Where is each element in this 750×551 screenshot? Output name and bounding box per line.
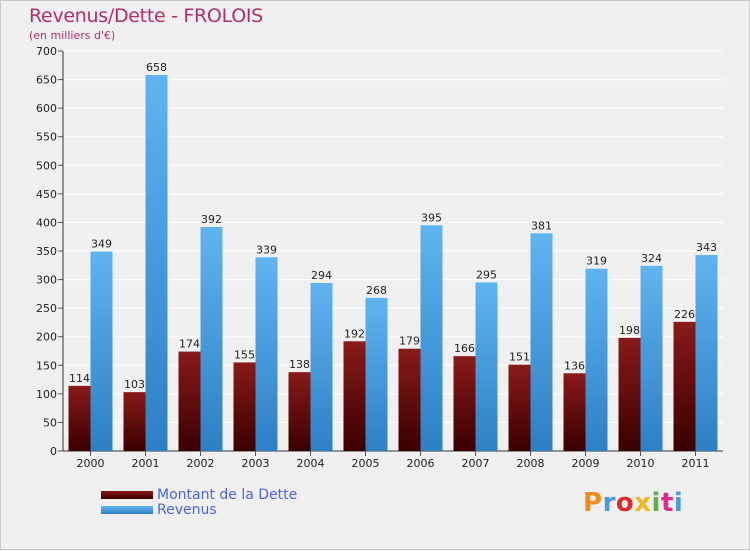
data-label: 324	[641, 252, 662, 265]
y-tick-label: 450	[36, 188, 57, 201]
data-label: 349	[91, 238, 112, 251]
data-label: 155	[234, 348, 255, 361]
legend-label-dette: Montant de la Dette	[157, 487, 298, 503]
data-label: 192	[344, 327, 365, 340]
data-label: 136	[564, 359, 585, 372]
bar-dette-2009	[563, 373, 586, 451]
logo-letter: x	[634, 488, 652, 518]
y-tick-label: 500	[36, 159, 57, 172]
bar-dette-2003	[233, 362, 256, 451]
logo-letter: o	[615, 488, 635, 518]
data-label: 198	[619, 324, 640, 337]
data-label: 166	[454, 342, 475, 355]
data-label: 179	[399, 335, 420, 348]
x-tick-label: 2008	[517, 457, 545, 470]
x-tick-label: 2007	[462, 457, 490, 470]
x-tick-label: 2006	[407, 457, 435, 470]
bar-dette-2010	[618, 337, 641, 451]
bar-revenus-2004	[310, 283, 333, 451]
bar-revenus-2005	[365, 297, 388, 451]
bar-dette-2001	[123, 392, 146, 451]
y-tick-label: 50	[43, 416, 57, 429]
bar-dette-2002	[178, 351, 201, 451]
data-label: 294	[311, 269, 332, 282]
y-tick-label: 650	[36, 74, 57, 87]
bar-dette-2006	[398, 348, 421, 451]
y-tick-label: 550	[36, 131, 57, 144]
x-tick-label: 2009	[572, 457, 600, 470]
legend-label-revenus: Revenus	[157, 502, 217, 518]
bar-revenus-2001	[145, 75, 168, 451]
y-tick-label: 250	[36, 302, 57, 315]
bar-revenus-2010	[640, 265, 663, 451]
x-tick-label: 2010	[627, 457, 655, 470]
logo-letter: i	[673, 488, 684, 518]
chart-title: Revenus/Dette - FROLOIS	[29, 5, 263, 27]
legend-item-dette: Montant de la Dette	[101, 487, 297, 503]
x-tick-label: 2001	[132, 457, 160, 470]
data-label: 295	[476, 268, 497, 281]
data-label: 138	[289, 358, 310, 371]
logo-letter: P	[583, 488, 603, 518]
x-tick-label: 2003	[242, 457, 270, 470]
bar-revenus-2003	[255, 257, 278, 451]
y-tick-label: 350	[36, 245, 57, 258]
data-label: 174	[179, 338, 200, 351]
data-label: 319	[586, 255, 607, 268]
logo-letter: t	[660, 488, 674, 518]
legend-item-revenus: Revenus	[101, 502, 217, 518]
x-tick-label: 2005	[352, 457, 380, 470]
y-tick-label: 300	[36, 274, 57, 287]
data-label: 343	[696, 241, 717, 254]
bar-dette-2011	[673, 321, 696, 451]
data-label: 395	[421, 211, 442, 224]
bar-revenus-2008	[530, 233, 553, 451]
y-tick-label: 700	[36, 45, 57, 58]
bar-revenus-2011	[695, 255, 718, 451]
x-tick-label: 2011	[682, 457, 710, 470]
data-label: 381	[531, 219, 552, 232]
bar-dette-2004	[288, 372, 311, 451]
bar-revenus-2009	[585, 268, 608, 451]
y-tick-label: 200	[36, 331, 57, 344]
bar-dette-2005	[343, 341, 366, 451]
logo-letter: r	[602, 488, 616, 518]
y-tick-label: 400	[36, 216, 57, 229]
bar-revenus-2006	[420, 225, 443, 451]
data-label: 226	[674, 308, 695, 321]
proxiti-logo: Proxiti	[583, 488, 683, 518]
x-tick-label: 2000	[77, 457, 105, 470]
y-tick-label: 600	[36, 102, 57, 115]
data-label: 114	[69, 372, 90, 385]
y-tick-label: 150	[36, 359, 57, 372]
data-label: 658	[146, 61, 167, 74]
bar-revenus-2000	[90, 251, 113, 451]
x-tick-label: 2002	[187, 457, 215, 470]
bar-dette-2000	[68, 385, 91, 451]
y-tick-label: 100	[36, 388, 57, 401]
chart-subtitle: (en milliers d'€)	[29, 29, 116, 42]
legend-swatch-dette	[101, 491, 153, 499]
bar-revenus-2007	[475, 282, 498, 451]
bar-dette-2007	[453, 356, 476, 451]
bar-revenus-2002	[200, 227, 223, 451]
x-tick-label: 2004	[297, 457, 325, 470]
y-tick-label: 0	[50, 445, 57, 458]
data-label: 268	[366, 284, 387, 297]
bar-dette-2008	[508, 364, 531, 451]
legend-swatch-revenus	[101, 506, 153, 514]
data-label: 151	[509, 351, 530, 364]
data-label: 392	[201, 213, 222, 226]
data-label: 103	[124, 378, 145, 391]
logo-letter: i	[651, 488, 661, 518]
data-label: 339	[256, 243, 277, 256]
